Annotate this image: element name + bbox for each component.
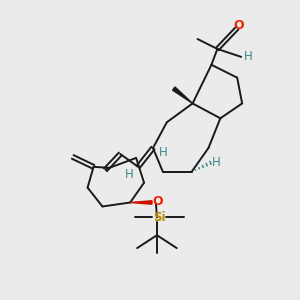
Text: O: O [153,195,163,208]
Text: H: H [212,156,221,170]
Polygon shape [130,201,152,204]
Text: O: O [234,19,244,32]
Polygon shape [172,87,193,104]
Text: H: H [244,50,253,63]
Text: H: H [158,146,167,160]
Text: H: H [125,168,134,181]
Text: Si: Si [153,211,165,224]
